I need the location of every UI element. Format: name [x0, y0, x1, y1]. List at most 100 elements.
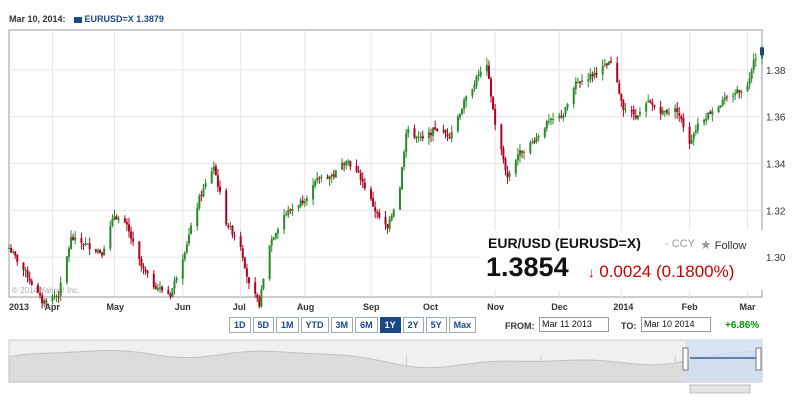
series-label[interactable]: EURUSD=X 1.3879 [84, 14, 164, 24]
candle-body [692, 133, 695, 140]
candle-body [297, 205, 300, 209]
candle-body [384, 216, 387, 225]
candle-body [502, 148, 505, 160]
y-tick-label: 1.34 [766, 160, 786, 171]
candle-body [142, 266, 145, 269]
candle-body [694, 130, 697, 133]
candle-body [535, 136, 538, 142]
nav-left-handle[interactable] [682, 347, 689, 371]
follow-button[interactable]: ★ Follow [700, 237, 747, 253]
candle-body [589, 73, 592, 80]
y-tick-label: 1.30 [766, 253, 786, 264]
candle-body [274, 233, 277, 238]
candle-body [99, 249, 102, 253]
candle-body [705, 118, 708, 121]
candle-body [183, 252, 186, 260]
range-button-5d[interactable]: 5D [252, 317, 275, 333]
candle-body [508, 173, 511, 177]
range-button-3m[interactable]: 3M [330, 317, 354, 333]
candle-body [272, 237, 275, 240]
candle-body [109, 226, 112, 249]
candle-body [314, 181, 317, 186]
range-button-6m[interactable]: 6M [355, 317, 378, 333]
x-tick-label: Mar [740, 302, 757, 312]
candle-body [84, 243, 87, 245]
candle-body [245, 268, 248, 277]
range-button-5y[interactable]: 5Y [425, 317, 447, 333]
candle-body [545, 120, 548, 129]
candle-body [200, 194, 203, 196]
candle-body [721, 99, 724, 106]
to-date-input[interactable]: Mar 10 2014 [641, 317, 711, 332]
candle-body [285, 214, 288, 216]
candle-body [465, 96, 468, 101]
candle-body [67, 248, 70, 258]
candle-body [328, 175, 331, 180]
candle-body [39, 293, 42, 296]
range-button-1m[interactable]: 1M [276, 317, 299, 333]
candle-body [349, 160, 352, 167]
candle-body [117, 218, 120, 220]
candle-body [8, 247, 10, 249]
candle-body [57, 296, 60, 298]
series-swatch [73, 16, 82, 23]
candle-body [268, 245, 271, 280]
candle-body [361, 179, 364, 182]
candle-body [475, 76, 478, 86]
range-button-2y[interactable]: 2Y [402, 317, 424, 333]
range-button-max[interactable]: Max [448, 317, 477, 333]
x-tick-label: Sep [363, 302, 380, 312]
candle-body [185, 244, 188, 253]
nav-scrollbar[interactable] [689, 384, 751, 394]
candle-body [258, 297, 261, 307]
candle-body [717, 106, 720, 113]
candle-body [283, 215, 286, 230]
candle-body [564, 106, 567, 115]
candle-body [649, 100, 652, 103]
quote-box: EUR/USD (EURUSD=X) - CCY ★ Follow 1.3854… [480, 230, 765, 290]
range-button-1y[interactable]: 1Y [379, 317, 401, 333]
candle-body [355, 166, 358, 171]
from-date-input[interactable]: Mar 11 2013 [539, 317, 609, 332]
candle-body [241, 248, 244, 258]
candle-body [591, 74, 594, 77]
candle-body [458, 114, 461, 118]
nav-right-handle[interactable] [755, 347, 762, 371]
candle-body [471, 88, 474, 96]
candle-body [80, 238, 83, 244]
candle-body [370, 188, 373, 200]
candle-body [225, 190, 228, 225]
candle-body [202, 188, 205, 197]
candle-body [43, 299, 46, 305]
candle-body [581, 80, 584, 82]
candle-body [111, 218, 114, 226]
range-button-ytd[interactable]: YTD [300, 317, 329, 333]
candle-body [547, 121, 550, 123]
candle-body [558, 115, 561, 119]
candle-body [388, 219, 391, 229]
candle-body [490, 78, 493, 97]
candle-body [332, 174, 335, 177]
candle-body [334, 170, 337, 178]
candle-body [256, 294, 259, 298]
candle-body [562, 115, 565, 118]
candle-body [14, 251, 17, 256]
candle-body [254, 282, 257, 294]
x-tick-label: Jun [175, 302, 191, 312]
candle-body [494, 108, 497, 125]
candle-body [198, 195, 201, 209]
candle-body [229, 225, 232, 227]
candle-body [607, 61, 610, 65]
candle-body [316, 178, 319, 181]
candle-body [138, 241, 141, 259]
candle-body [578, 81, 581, 83]
candle-body [357, 170, 360, 173]
candle-body [419, 136, 422, 138]
candle-body [320, 176, 323, 179]
range-button-1d[interactable]: 1D [229, 317, 251, 333]
candle-body [214, 166, 217, 176]
candle-body [386, 224, 389, 228]
candle-body [595, 73, 598, 75]
candle-body [514, 160, 517, 174]
candle-body [506, 171, 509, 178]
